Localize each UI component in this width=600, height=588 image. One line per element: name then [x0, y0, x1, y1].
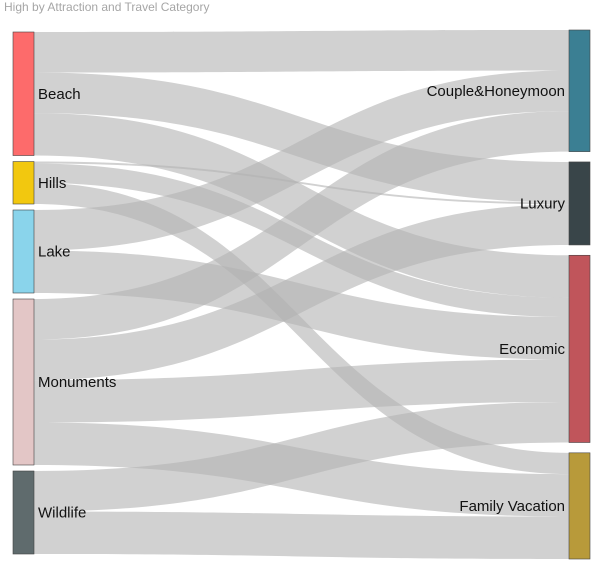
link-monuments-to-luxury[interactable]	[34, 204, 569, 381]
node-label-luxury: Luxury	[520, 195, 566, 212]
links-layer	[34, 30, 569, 559]
node-label-couple-honeymoon: Couple&Honeymoon	[427, 83, 565, 100]
node-label-family-vacation: Family Vacation	[459, 498, 565, 515]
link-monuments-to-economic[interactable]	[34, 359, 569, 423]
link-hills-to-family-vacation[interactable]	[34, 182, 569, 475]
node-label-monuments: Monuments	[38, 374, 116, 391]
node-wildlife[interactable]	[12, 470, 35, 555]
chart-title: High by Attraction and Travel Category	[4, 0, 210, 14]
node-monuments[interactable]	[12, 298, 35, 466]
node-lake[interactable]	[12, 209, 35, 294]
node-beach[interactable]	[12, 31, 35, 156]
node-couple-honeymoon[interactable]	[568, 29, 591, 152]
node-label-lake: Lake	[38, 244, 71, 261]
node-label-economic: Economic	[499, 341, 565, 358]
node-hills[interactable]	[12, 161, 35, 205]
link-beach-to-couple-honeymoon[interactable]	[34, 30, 569, 73]
nodes-layer	[12, 29, 591, 560]
node-luxury[interactable]	[568, 161, 591, 246]
node-economic[interactable]	[568, 254, 591, 443]
link-hills-to-luxury[interactable]	[34, 161, 569, 205]
link-lake-to-couple-honeymoon[interactable]	[34, 70, 569, 251]
node-label-hills: Hills	[38, 175, 66, 192]
labels-layer: Beach Hills Lake Monuments Wildlife Couple&Ho…	[38, 83, 566, 522]
node-label-wildlife: Wildlife	[38, 505, 86, 522]
node-label-beach: Beach	[38, 86, 81, 103]
node-family-vacation[interactable]	[568, 452, 591, 560]
link-wildlife-to-family-vacation[interactable]	[34, 511, 569, 559]
link-monuments-to-couple-honeymoon[interactable]	[34, 111, 569, 340]
link-wildlife-to-economic[interactable]	[34, 401, 569, 512]
